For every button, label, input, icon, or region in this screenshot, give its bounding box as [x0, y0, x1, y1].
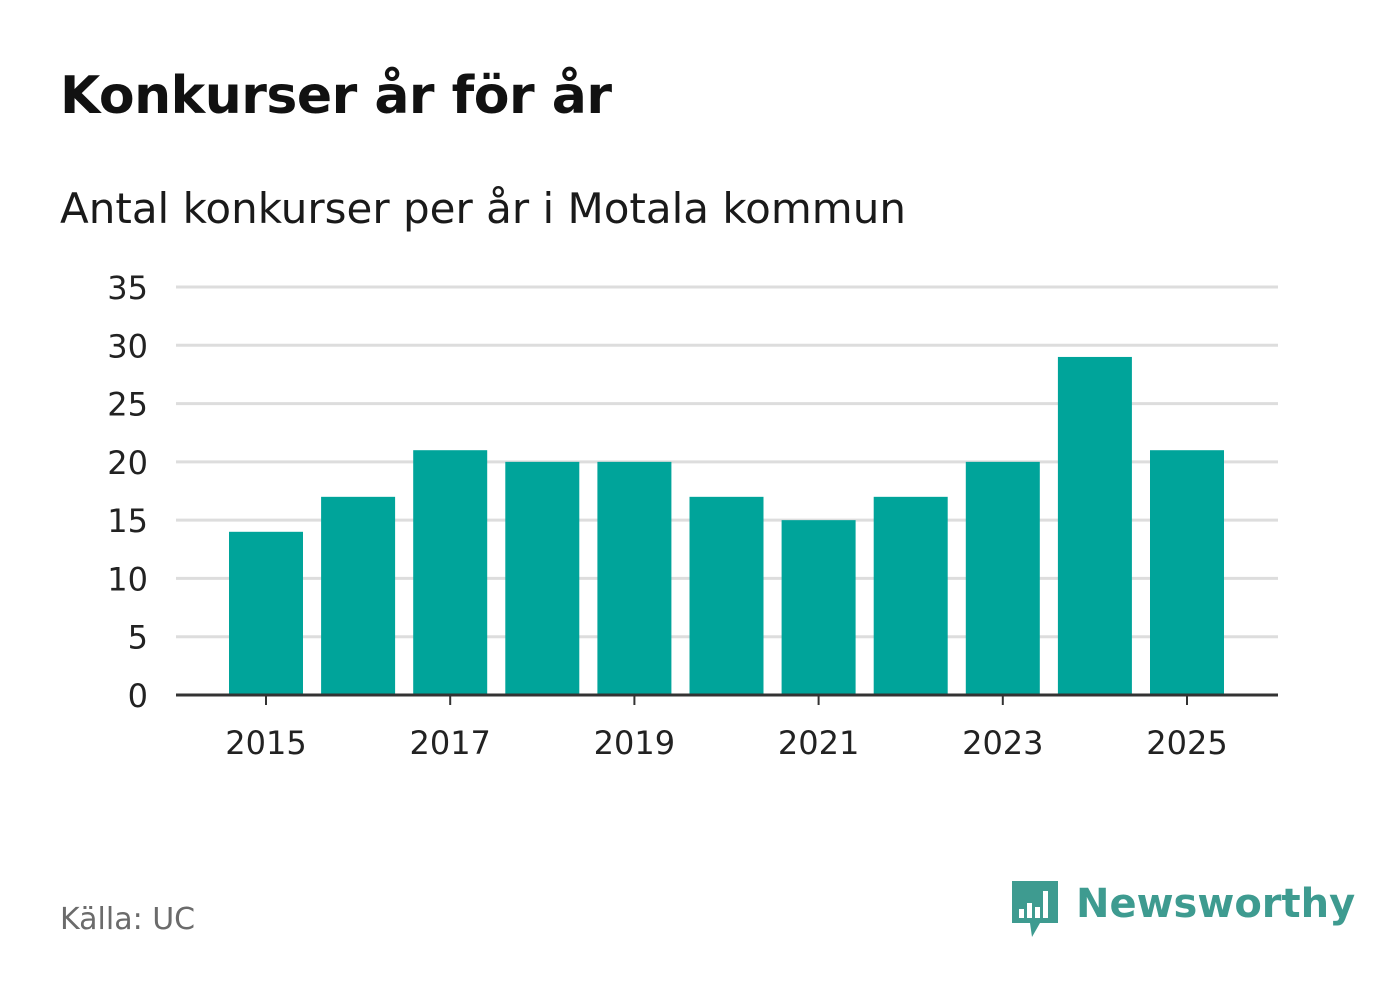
bar-2023 [965, 461, 1040, 695]
y-tick-label: 10 [107, 560, 148, 598]
x-tick-label: 2019 [594, 724, 675, 762]
bar-2016 [321, 496, 396, 695]
bar-2017 [413, 450, 488, 695]
bar-2020 [689, 496, 764, 695]
source-note: Källa: UC [60, 902, 196, 937]
y-tick-label: 35 [107, 269, 148, 307]
bar-2022 [873, 496, 948, 695]
newsworthy-logo-icon [1012, 881, 1058, 937]
bar-2024 [1057, 356, 1132, 695]
y-tick-label: 30 [107, 327, 148, 365]
y-tick-label: 5 [128, 619, 148, 657]
brand-logo: Newsworthy [1010, 878, 1355, 942]
bar-2025 [1150, 450, 1224, 695]
bar-2018 [505, 461, 580, 695]
y-tick-label: 25 [107, 386, 148, 424]
x-tick-label: 2021 [778, 724, 859, 762]
brand-name: Newsworthy [1076, 881, 1356, 927]
y-tick-label: 0 [128, 677, 148, 715]
y-tick-label: 20 [107, 444, 148, 482]
bar-2021 [781, 520, 856, 695]
x-tick-label: 2015 [225, 724, 306, 762]
y-tick-label: 15 [107, 502, 148, 540]
x-tick-label: 2025 [1146, 724, 1227, 762]
chart-title: Konkurser år för år [60, 66, 612, 126]
x-tick-label: 2023 [962, 724, 1043, 762]
x-tick-label: 2017 [409, 724, 490, 762]
chart-subtitle: Antal konkurser per år i Motala kommun [60, 184, 906, 233]
bar-2019 [597, 461, 672, 695]
bar-2015 [229, 531, 303, 695]
